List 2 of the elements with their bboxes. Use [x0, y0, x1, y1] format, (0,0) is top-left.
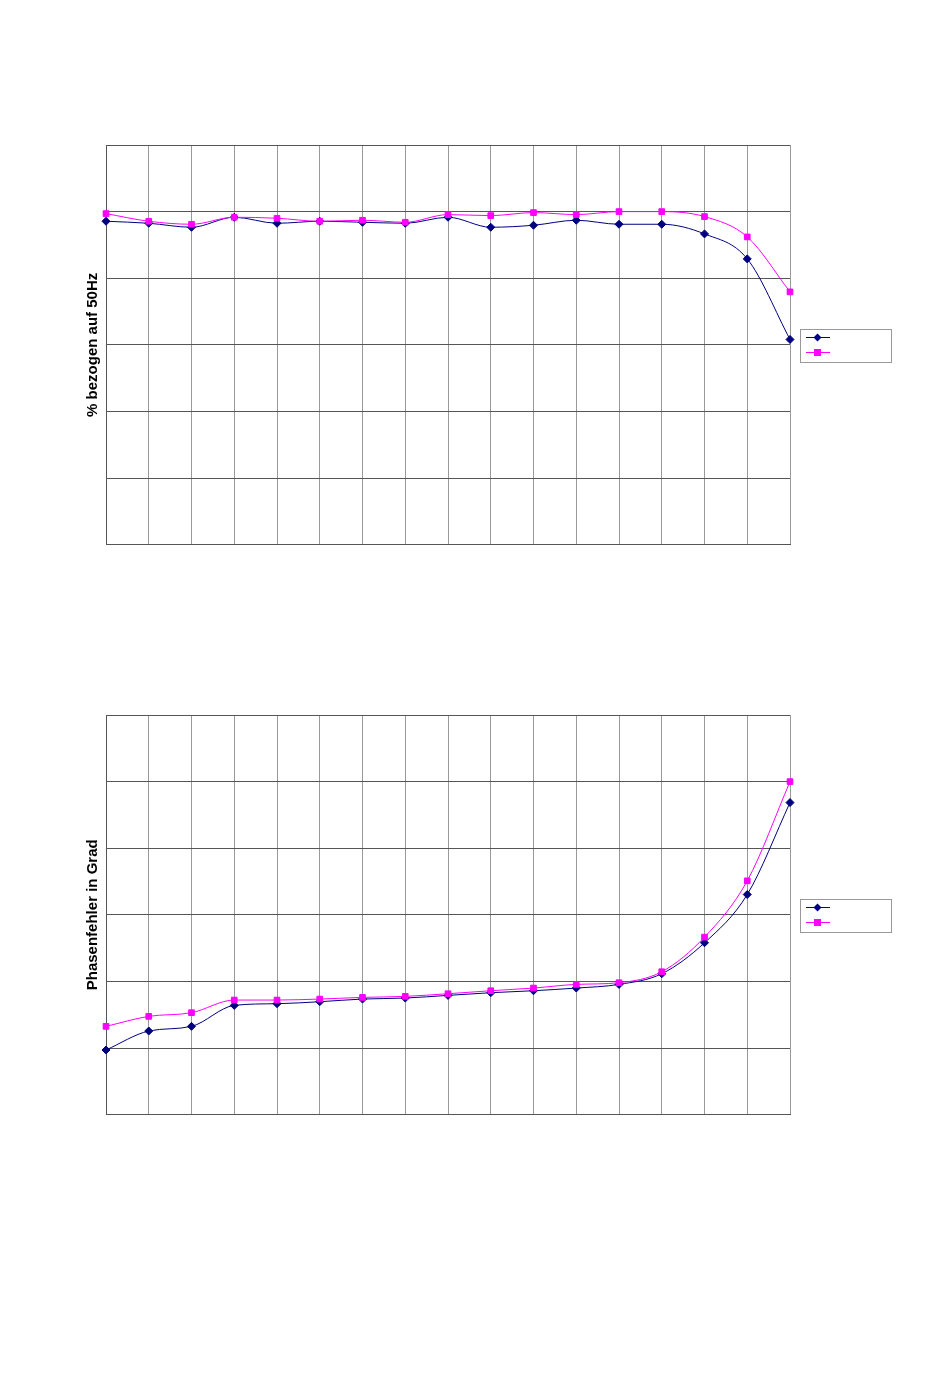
y-axis-title: % bezogen auf 50Hz — [83, 272, 101, 417]
y-axis-title: Phasenfehler in Grad — [83, 839, 101, 991]
